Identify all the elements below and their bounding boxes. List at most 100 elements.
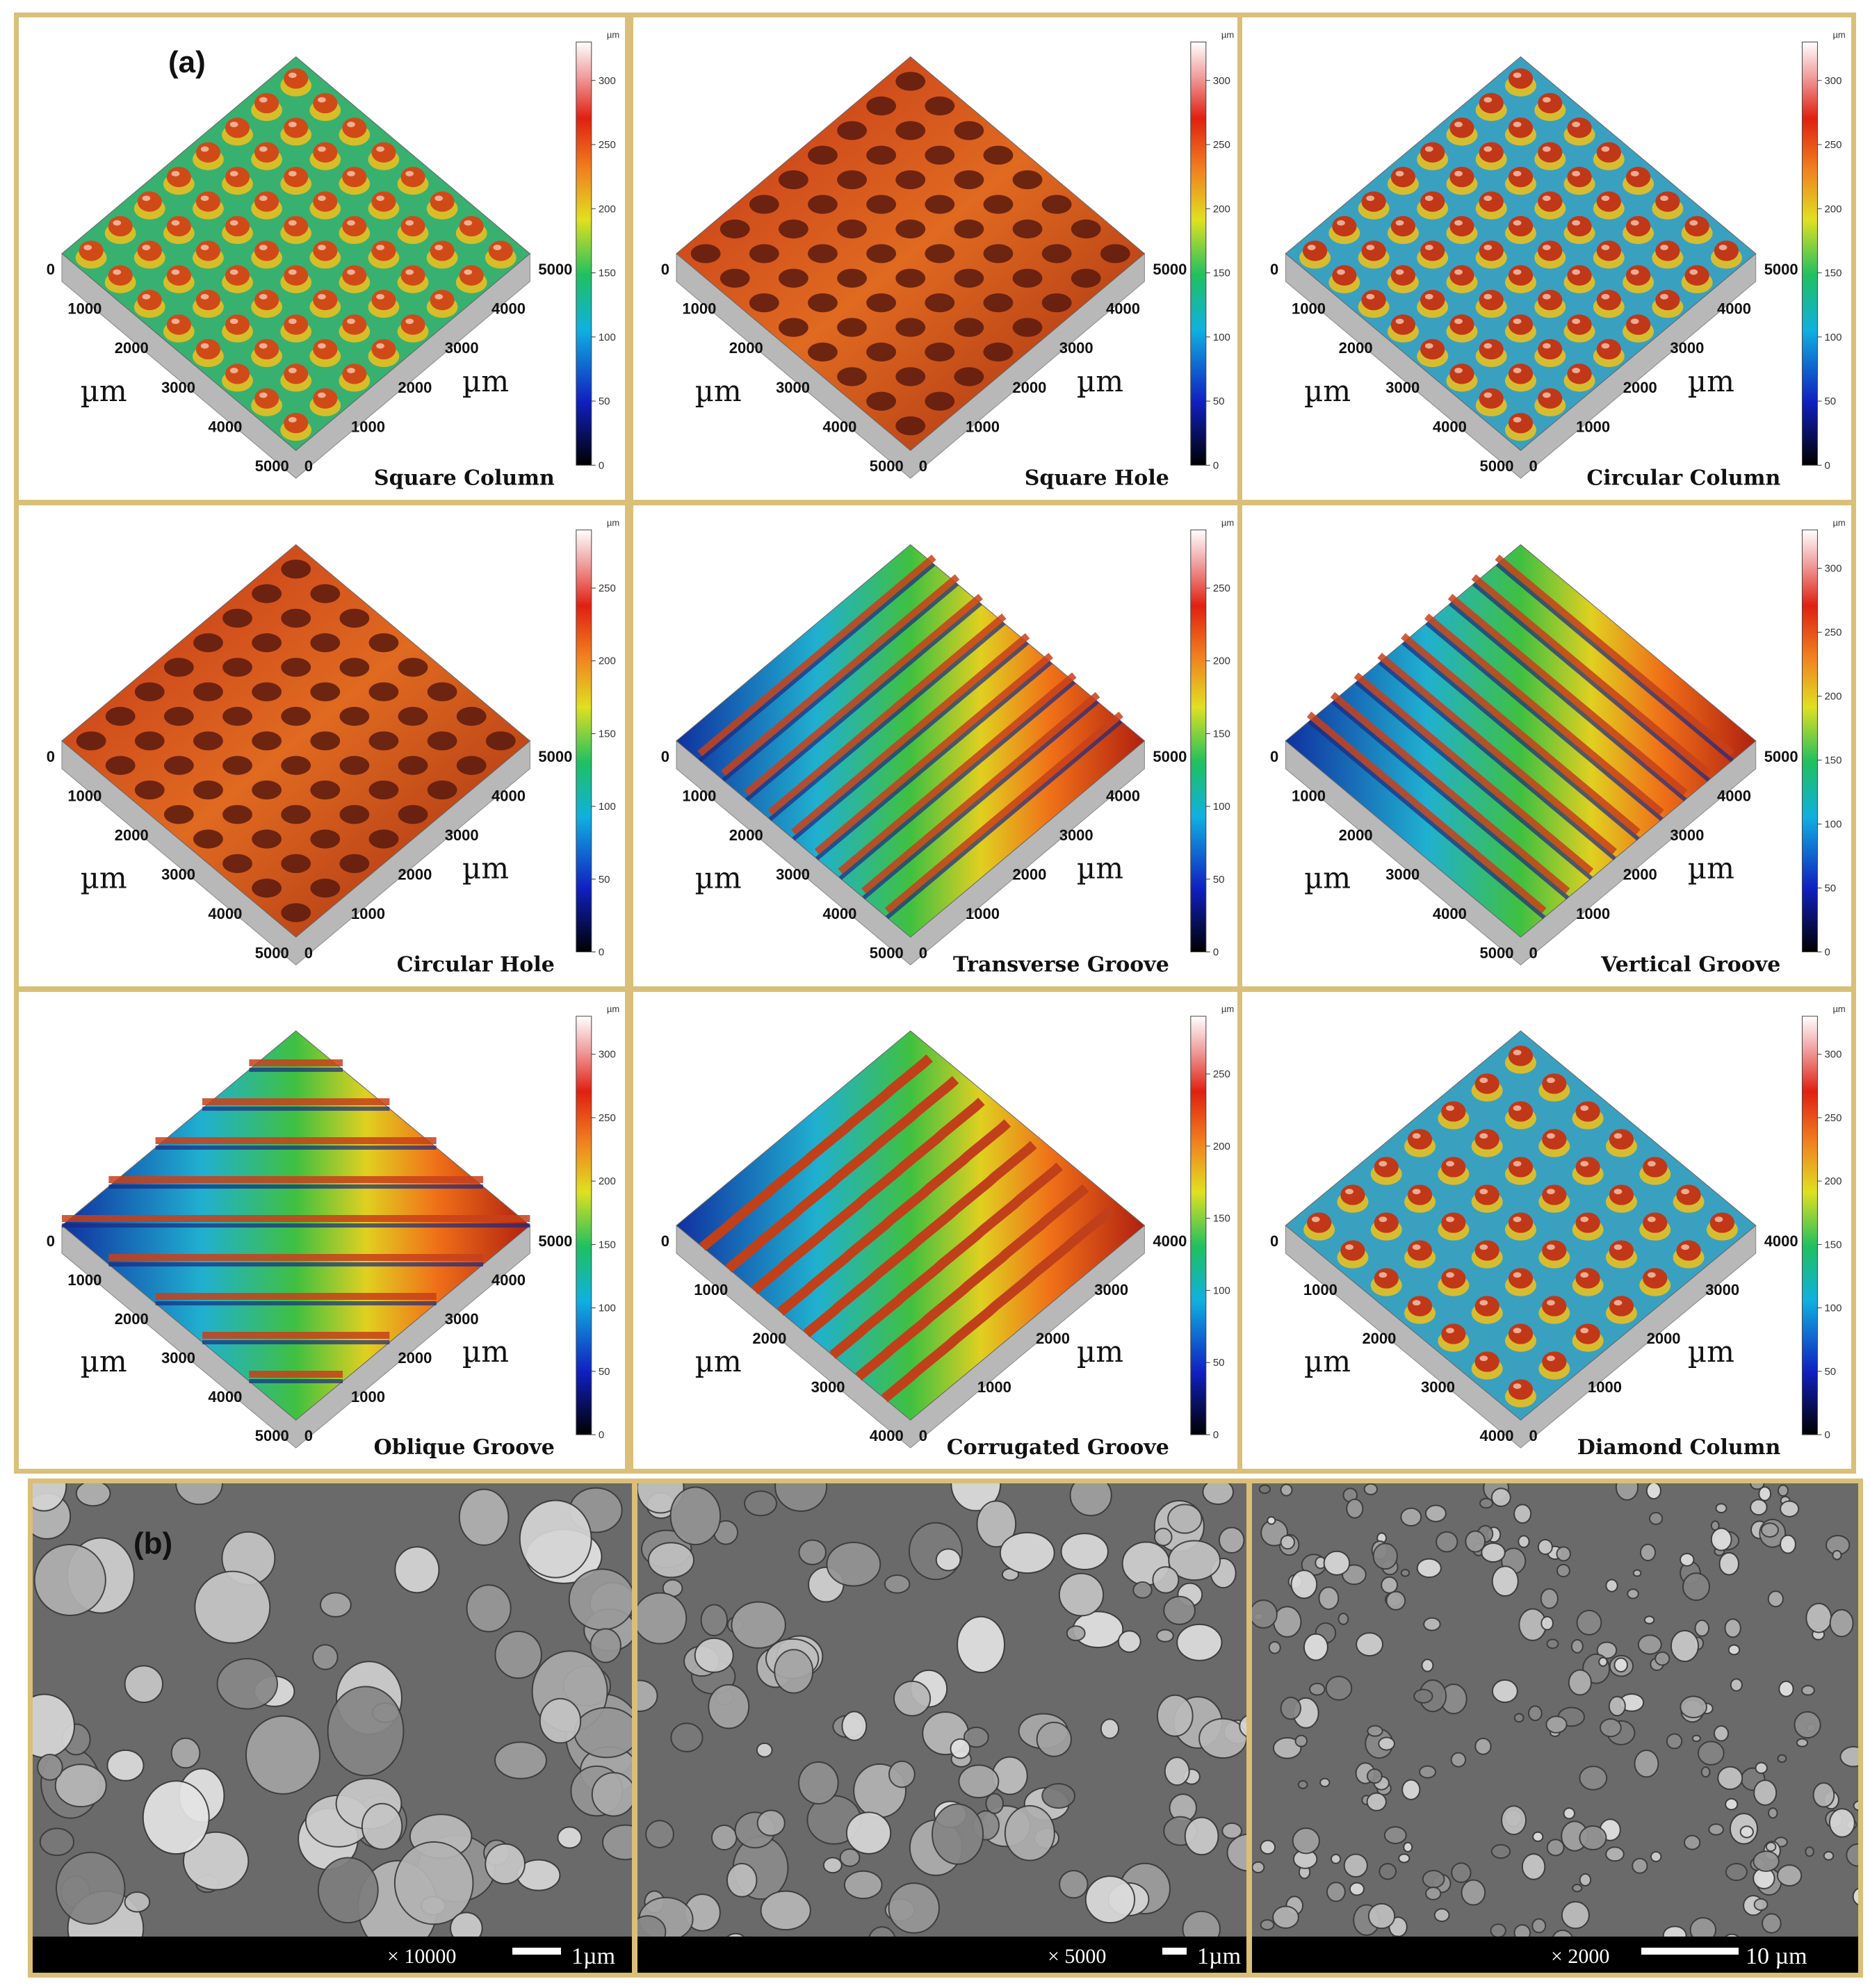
axis-tick-label: 0 bbox=[1270, 748, 1278, 765]
colorbar-tick: 0 bbox=[1824, 459, 1830, 471]
colorbar-tick: 100 bbox=[1824, 332, 1841, 343]
axis-tick-label: 0 bbox=[1529, 457, 1538, 475]
axis-tick-label: 1000 bbox=[682, 787, 716, 804]
sem-info-strip: × 5000 1µm bbox=[637, 1937, 1246, 1973]
colorbar-tick: 300 bbox=[1824, 1049, 1841, 1061]
colorbar-tick: 200 bbox=[1213, 655, 1230, 667]
sem-info-strip: × 2000 10 µm bbox=[1252, 1937, 1858, 1973]
axis-tick-label: 3000 bbox=[1421, 1378, 1455, 1396]
axis-unit-label: µm bbox=[462, 852, 509, 886]
part-a-label: (a) bbox=[168, 45, 206, 79]
colorbar-tick: 0 bbox=[599, 946, 604, 958]
sem-scale-bar bbox=[1641, 1948, 1739, 1955]
axis-tick-label: 1000 bbox=[351, 418, 385, 435]
axis-tick-label: 0 bbox=[47, 748, 55, 765]
axis-tick-label: 0 bbox=[1270, 1232, 1278, 1250]
panel-title: Square Hole bbox=[1025, 466, 1169, 491]
colorbar-tick: 250 bbox=[1824, 626, 1841, 638]
sem-scale-label: 10 µm bbox=[1746, 1944, 1807, 1969]
surface-panel-3: 0 1000 2000 3000 4000 5000 0 1000 2000 3000 4000 50… bbox=[1237, 13, 1856, 505]
colorbar-tick: 0 bbox=[1824, 1429, 1830, 1441]
axis-tick-label: 5000 bbox=[538, 748, 572, 765]
axis-unit-label: µm bbox=[695, 1344, 742, 1378]
axis-tick-label: 3000 bbox=[1385, 865, 1420, 883]
colorbar bbox=[1801, 1016, 1818, 1435]
axis-unit-label: µm bbox=[695, 374, 742, 408]
axis-unit-label: µm bbox=[462, 364, 509, 398]
axis-unit-label: µm bbox=[1077, 1335, 1123, 1369]
colorbar-tick: 200 bbox=[1213, 203, 1230, 215]
colorbar-tick: 250 bbox=[1213, 582, 1230, 594]
axis-tick-label: 3000 bbox=[161, 1349, 195, 1367]
sem-magnification: × 5000 bbox=[1048, 1945, 1107, 1968]
axis-tick-label: 2000 bbox=[1339, 339, 1373, 357]
axis-tick-label: 2000 bbox=[398, 865, 432, 883]
axis-tick-label: 3000 bbox=[1705, 1281, 1739, 1298]
sem-scale-label: 1µm bbox=[571, 1944, 616, 1969]
colorbar-tick: 150 bbox=[599, 728, 616, 740]
surface-panel-1: 0 1000 2000 3000 4000 5000 0 1000 2000 3000 4000 50… bbox=[14, 13, 630, 505]
sem-image-2: × 5000 1µm bbox=[633, 1478, 1251, 1978]
surface-panel-5: 0 1000 2000 3000 4000 5000 0 1000 2000 3000 4000 50… bbox=[628, 500, 1244, 991]
axis-tick-label: 1000 bbox=[1303, 1281, 1338, 1298]
axis-tick-label: 4000 bbox=[1433, 905, 1467, 922]
axis-tick-label: 4000 bbox=[1480, 1427, 1514, 1444]
colorbar bbox=[1801, 529, 1818, 952]
colorbar-tick: 50 bbox=[1213, 874, 1225, 886]
axis-tick-label: 4000 bbox=[491, 1271, 526, 1289]
axis-tick-label: 1000 bbox=[1292, 787, 1326, 804]
axis-tick-label: 1000 bbox=[67, 787, 101, 804]
axis-unit-label: µm bbox=[1304, 1344, 1351, 1378]
surface bbox=[61, 544, 531, 966]
sem-image-3: × 2000 10 µm bbox=[1247, 1478, 1863, 1978]
axis-tick-label: 0 bbox=[1529, 1427, 1538, 1444]
sem-info-strip: × 10000 1µm bbox=[33, 1937, 632, 1973]
axis-tick-label: 3000 bbox=[1094, 1281, 1128, 1298]
colorbar-unit: µm bbox=[1221, 1004, 1234, 1014]
colorbar-tick: 200 bbox=[1824, 690, 1841, 702]
part-b-label: (b) bbox=[133, 1526, 173, 1561]
axis-tick-label: 3000 bbox=[776, 865, 810, 883]
axis-tick-label: 0 bbox=[304, 457, 313, 475]
axis-unit-label: µm bbox=[1688, 1335, 1734, 1369]
axis-tick-label: 4000 bbox=[1764, 1232, 1798, 1250]
sem-texture-2 bbox=[637, 1483, 1246, 1973]
colorbar-tick: 0 bbox=[599, 459, 604, 471]
colorbar-unit: µm bbox=[1832, 29, 1845, 40]
axis-tick-label: 4000 bbox=[1153, 1232, 1187, 1250]
axis-tick-label: 1000 bbox=[67, 1271, 101, 1289]
axis-tick-label: 3000 bbox=[1670, 339, 1704, 357]
colorbar-tick: 100 bbox=[1213, 332, 1230, 343]
axis-tick-label: 4000 bbox=[491, 787, 526, 804]
axis-tick-label: 2000 bbox=[1339, 826, 1373, 844]
axis-unit-label: µm bbox=[1304, 374, 1351, 408]
colorbar-unit: µm bbox=[1221, 29, 1234, 40]
axis-tick-label: 1000 bbox=[966, 905, 1000, 922]
axis-tick-label: 0 bbox=[1529, 944, 1538, 961]
colorbar-unit: µm bbox=[1832, 1004, 1845, 1014]
colorbar-tick: 300 bbox=[599, 75, 616, 87]
colorbar-tick: 50 bbox=[1824, 882, 1836, 894]
sem-texture-3 bbox=[1252, 1483, 1858, 1973]
axis-tick-label: 2000 bbox=[398, 379, 432, 396]
axis-tick-label: 3000 bbox=[1670, 826, 1704, 844]
axis-unit-label: µm bbox=[1688, 852, 1734, 886]
axis-tick-label: 0 bbox=[1270, 261, 1278, 278]
colorbar-tick: 100 bbox=[599, 801, 616, 813]
colorbar-tick: 200 bbox=[599, 1175, 616, 1187]
colorbar-tick: 150 bbox=[1824, 1239, 1841, 1250]
colorbar-tick: 100 bbox=[1213, 801, 1230, 813]
colorbar bbox=[576, 41, 592, 466]
colorbar-tick: 0 bbox=[599, 1429, 604, 1441]
panel-title: Circular Column bbox=[1586, 466, 1780, 491]
colorbar-tick: 150 bbox=[1213, 1213, 1230, 1225]
axis-tick-label: 5000 bbox=[870, 457, 904, 475]
colorbar-tick: 0 bbox=[1213, 459, 1219, 471]
